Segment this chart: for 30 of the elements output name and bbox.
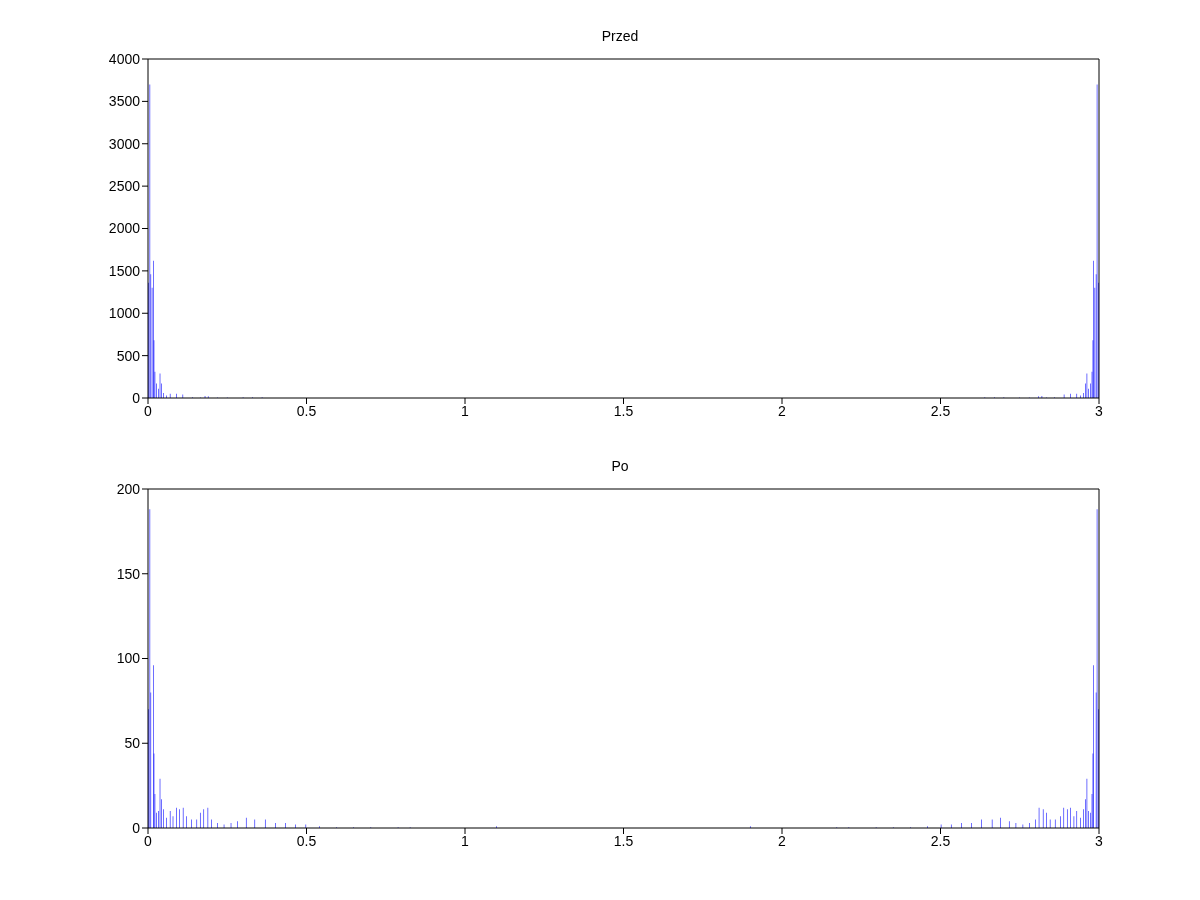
y-tick-label: 1500: [108, 262, 141, 279]
x-tick-label: 2.5: [930, 832, 951, 849]
chart-title: Po: [610, 457, 630, 476]
x-tick-label: 0.5: [296, 832, 317, 849]
x-tick-label: 2.5: [930, 402, 951, 419]
y-tick-label: 50: [124, 735, 141, 752]
y-tick-label: 2000: [108, 220, 141, 237]
x-tick-label: 1: [461, 402, 470, 419]
x-tick-label: 2: [778, 402, 787, 419]
y-tick-label: 100: [116, 650, 141, 667]
x-tick-label: 1.5: [613, 402, 634, 419]
y-tick-label: 3500: [108, 93, 141, 110]
x-tick-label: 0: [144, 402, 153, 419]
chart-title: Przed: [600, 27, 640, 46]
x-tick-label: 3: [1095, 402, 1104, 419]
y-tick-label: 0: [132, 819, 141, 836]
y-tick-label: 1000: [108, 305, 141, 322]
y-tick-label: 0: [132, 389, 141, 406]
y-tick-label: 4000: [108, 50, 141, 67]
x-tick-label: 1.5: [613, 832, 634, 849]
x-tick-label: 1: [461, 832, 470, 849]
y-tick-label: 200: [116, 480, 141, 497]
y-tick-label: 500: [116, 347, 141, 364]
y-tick-label: 2500: [108, 178, 141, 195]
y-tick-label: 150: [116, 565, 141, 582]
x-tick-label: 3: [1095, 832, 1104, 849]
x-tick-label: 0: [144, 832, 153, 849]
y-tick-label: 3000: [108, 135, 141, 152]
x-tick-label: 0.5: [296, 402, 317, 419]
x-tick-label: 2: [778, 832, 787, 849]
